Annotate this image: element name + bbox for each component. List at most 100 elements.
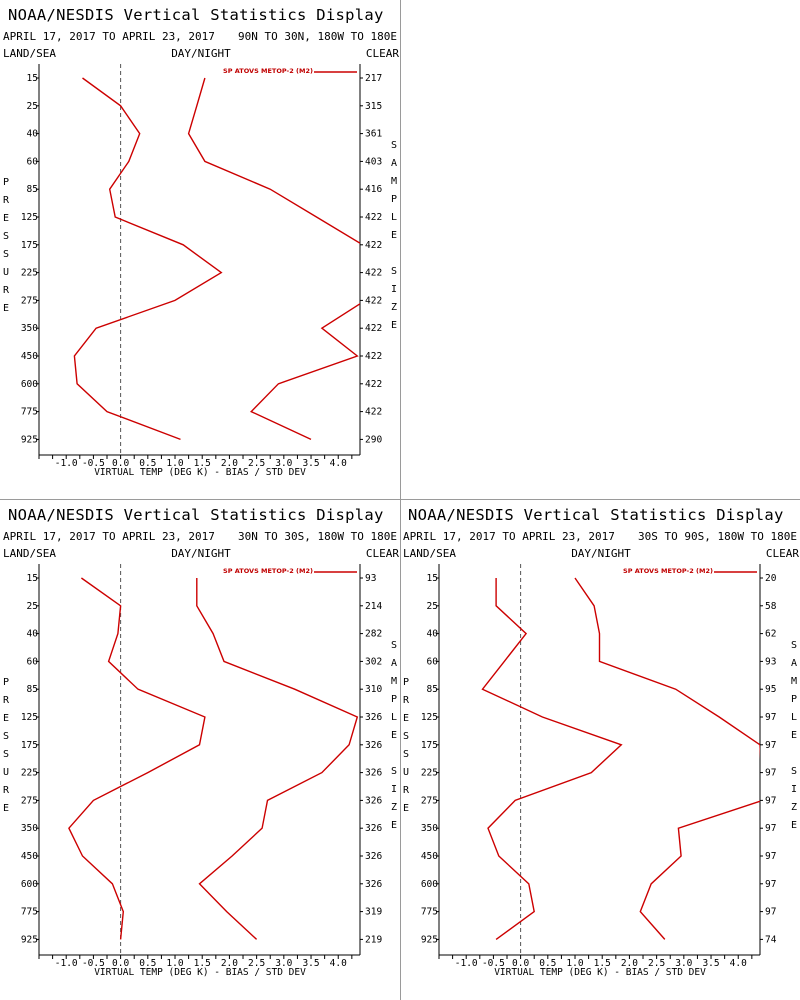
pressure-tick-label: 40 xyxy=(427,629,439,640)
pressure-tick-label: 450 xyxy=(21,851,38,862)
sample-size-label: 62 xyxy=(765,629,776,640)
clear-label: CLEAR xyxy=(366,547,399,560)
sample-size-label: 326 xyxy=(365,712,382,723)
sample-axis-letter: M xyxy=(391,176,397,187)
pressure-tick-label: 350 xyxy=(21,323,38,334)
pressure-axis-letter: E xyxy=(403,803,409,814)
size-axis-letter: S xyxy=(391,266,397,277)
size-axis-letter: E xyxy=(391,320,397,331)
pressure-axis-letter: P xyxy=(403,677,409,688)
x-tick-label: 1.5 xyxy=(194,958,211,969)
x-tick-label: 1.0 xyxy=(566,958,583,969)
day-night-label: DAY/NIGHT xyxy=(171,47,231,60)
std-dev-series-line xyxy=(574,577,760,940)
pressure-tick-label: 15 xyxy=(27,73,38,84)
pressure-tick-label: 175 xyxy=(21,740,38,751)
pressure-axis-letter: U xyxy=(403,767,409,778)
chart-title: NOAA/NESDIS Vertical Statistics Display xyxy=(408,506,784,524)
date-range: APRIL 17, 2017 TO APRIL 23, 2017 xyxy=(3,530,215,543)
pressure-tick-label: 175 xyxy=(421,740,438,751)
sample-size-label: 97 xyxy=(765,768,776,779)
sample-size-label: 326 xyxy=(365,823,382,834)
pressure-tick-label: 125 xyxy=(21,212,38,223)
pressure-tick-label: 275 xyxy=(21,795,38,806)
date-range: APRIL 17, 2017 TO APRIL 23, 2017 xyxy=(403,530,615,543)
sample-size-label: 97 xyxy=(765,823,776,834)
sample-size-label: 74 xyxy=(765,934,777,945)
x-tick-label: 0.5 xyxy=(539,958,556,969)
pressure-axis-letter: U xyxy=(3,267,9,278)
day-night-label: DAY/NIGHT xyxy=(571,547,631,560)
size-axis-letter: E xyxy=(391,820,397,831)
stats-panel-tropics: NOAA/NESDIS Vertical Statistics Display A… xyxy=(0,500,400,1000)
bias-series-line xyxy=(481,578,623,940)
pressure-tick-label: 775 xyxy=(21,907,38,918)
pressure-tick-label: 40 xyxy=(27,129,39,140)
vertical-divider-top xyxy=(400,0,401,500)
x-tick-label: 3.5 xyxy=(302,958,319,969)
size-axis-letter: E xyxy=(791,820,797,831)
clear-label: CLEAR xyxy=(766,547,799,560)
pressure-axis-letter: R xyxy=(3,785,10,796)
x-axis-title: VIRTUAL TEMP (DEG K) - BIAS / STD DEV xyxy=(94,967,306,978)
sample-size-label: 97 xyxy=(765,907,776,918)
sample-size-label: 302 xyxy=(365,656,382,667)
x-tick-label: -0.5 xyxy=(82,458,105,469)
sample-size-label: 326 xyxy=(365,851,382,862)
pressure-tick-label: 25 xyxy=(27,101,38,112)
chart-title: NOAA/NESDIS Vertical Statistics Display xyxy=(8,506,384,524)
sample-axis-letter: E xyxy=(391,730,397,741)
x-tick-label: 1.5 xyxy=(194,458,211,469)
x-tick-label: -0.5 xyxy=(82,958,105,969)
pressure-tick-label: 225 xyxy=(21,768,38,779)
sample-axis-letter: M xyxy=(391,676,397,687)
sample-axis-letter: A xyxy=(391,158,397,169)
sample-size-label: 97 xyxy=(765,795,776,806)
pressure-axis-letter: P xyxy=(3,677,9,688)
x-tick-label: 0.0 xyxy=(112,958,129,969)
pressure-axis-letter: U xyxy=(3,767,9,778)
pressure-tick-label: 225 xyxy=(421,768,438,779)
land-sea-label: LAND/SEA xyxy=(3,47,56,60)
pressure-tick-label: 275 xyxy=(21,295,38,306)
sample-size-label: 422 xyxy=(365,268,382,279)
region-label: 30S TO 90S, 180W TO 180E xyxy=(638,530,797,543)
x-tick-label: 0.5 xyxy=(139,958,156,969)
sample-axis-letter: L xyxy=(391,712,397,723)
sample-size-label: 95 xyxy=(765,684,776,695)
x-tick-label: 4.0 xyxy=(330,958,347,969)
size-axis-letter: Z xyxy=(391,302,397,313)
date-range: APRIL 17, 2017 TO APRIL 23, 2017 xyxy=(3,30,215,43)
pressure-axis-letter: R xyxy=(403,695,410,706)
pressure-axis-letter: P xyxy=(3,177,9,188)
size-axis-letter: S xyxy=(791,766,797,777)
pressure-tick-label: 60 xyxy=(427,656,439,667)
sample-size-label: 97 xyxy=(765,851,776,862)
pressure-axis-letter: S xyxy=(3,749,9,760)
x-tick-label: 2.5 xyxy=(248,958,265,969)
pressure-tick-label: 275 xyxy=(421,795,438,806)
x-tick-label: 2.5 xyxy=(648,958,665,969)
pressure-tick-label: 925 xyxy=(21,434,38,445)
sample-size-label: 97 xyxy=(765,879,776,890)
horizontal-divider xyxy=(0,499,800,500)
x-tick-label: 2.0 xyxy=(221,958,238,969)
pressure-axis-letter: S xyxy=(3,249,9,260)
pressure-tick-label: 925 xyxy=(21,934,38,945)
sample-size-label: 326 xyxy=(365,795,382,806)
pressure-axis-letter: S xyxy=(403,749,409,760)
size-axis-letter: I xyxy=(391,784,397,795)
std-dev-series-line xyxy=(187,77,360,441)
pressure-tick-label: 225 xyxy=(21,268,38,279)
sample-size-label: 422 xyxy=(365,323,382,334)
pressure-tick-label: 925 xyxy=(421,934,438,945)
sample-size-label: 290 xyxy=(365,434,382,445)
pressure-tick-label: 350 xyxy=(21,823,38,834)
pressure-tick-label: 600 xyxy=(21,879,38,890)
pressure-axis-letter: S xyxy=(403,731,409,742)
sample-size-label: 217 xyxy=(365,73,382,84)
x-tick-label: 2.5 xyxy=(248,458,265,469)
sample-axis-letter: L xyxy=(791,712,797,723)
sample-axis-letter: A xyxy=(391,658,397,669)
pressure-tick-label: 60 xyxy=(27,156,39,167)
